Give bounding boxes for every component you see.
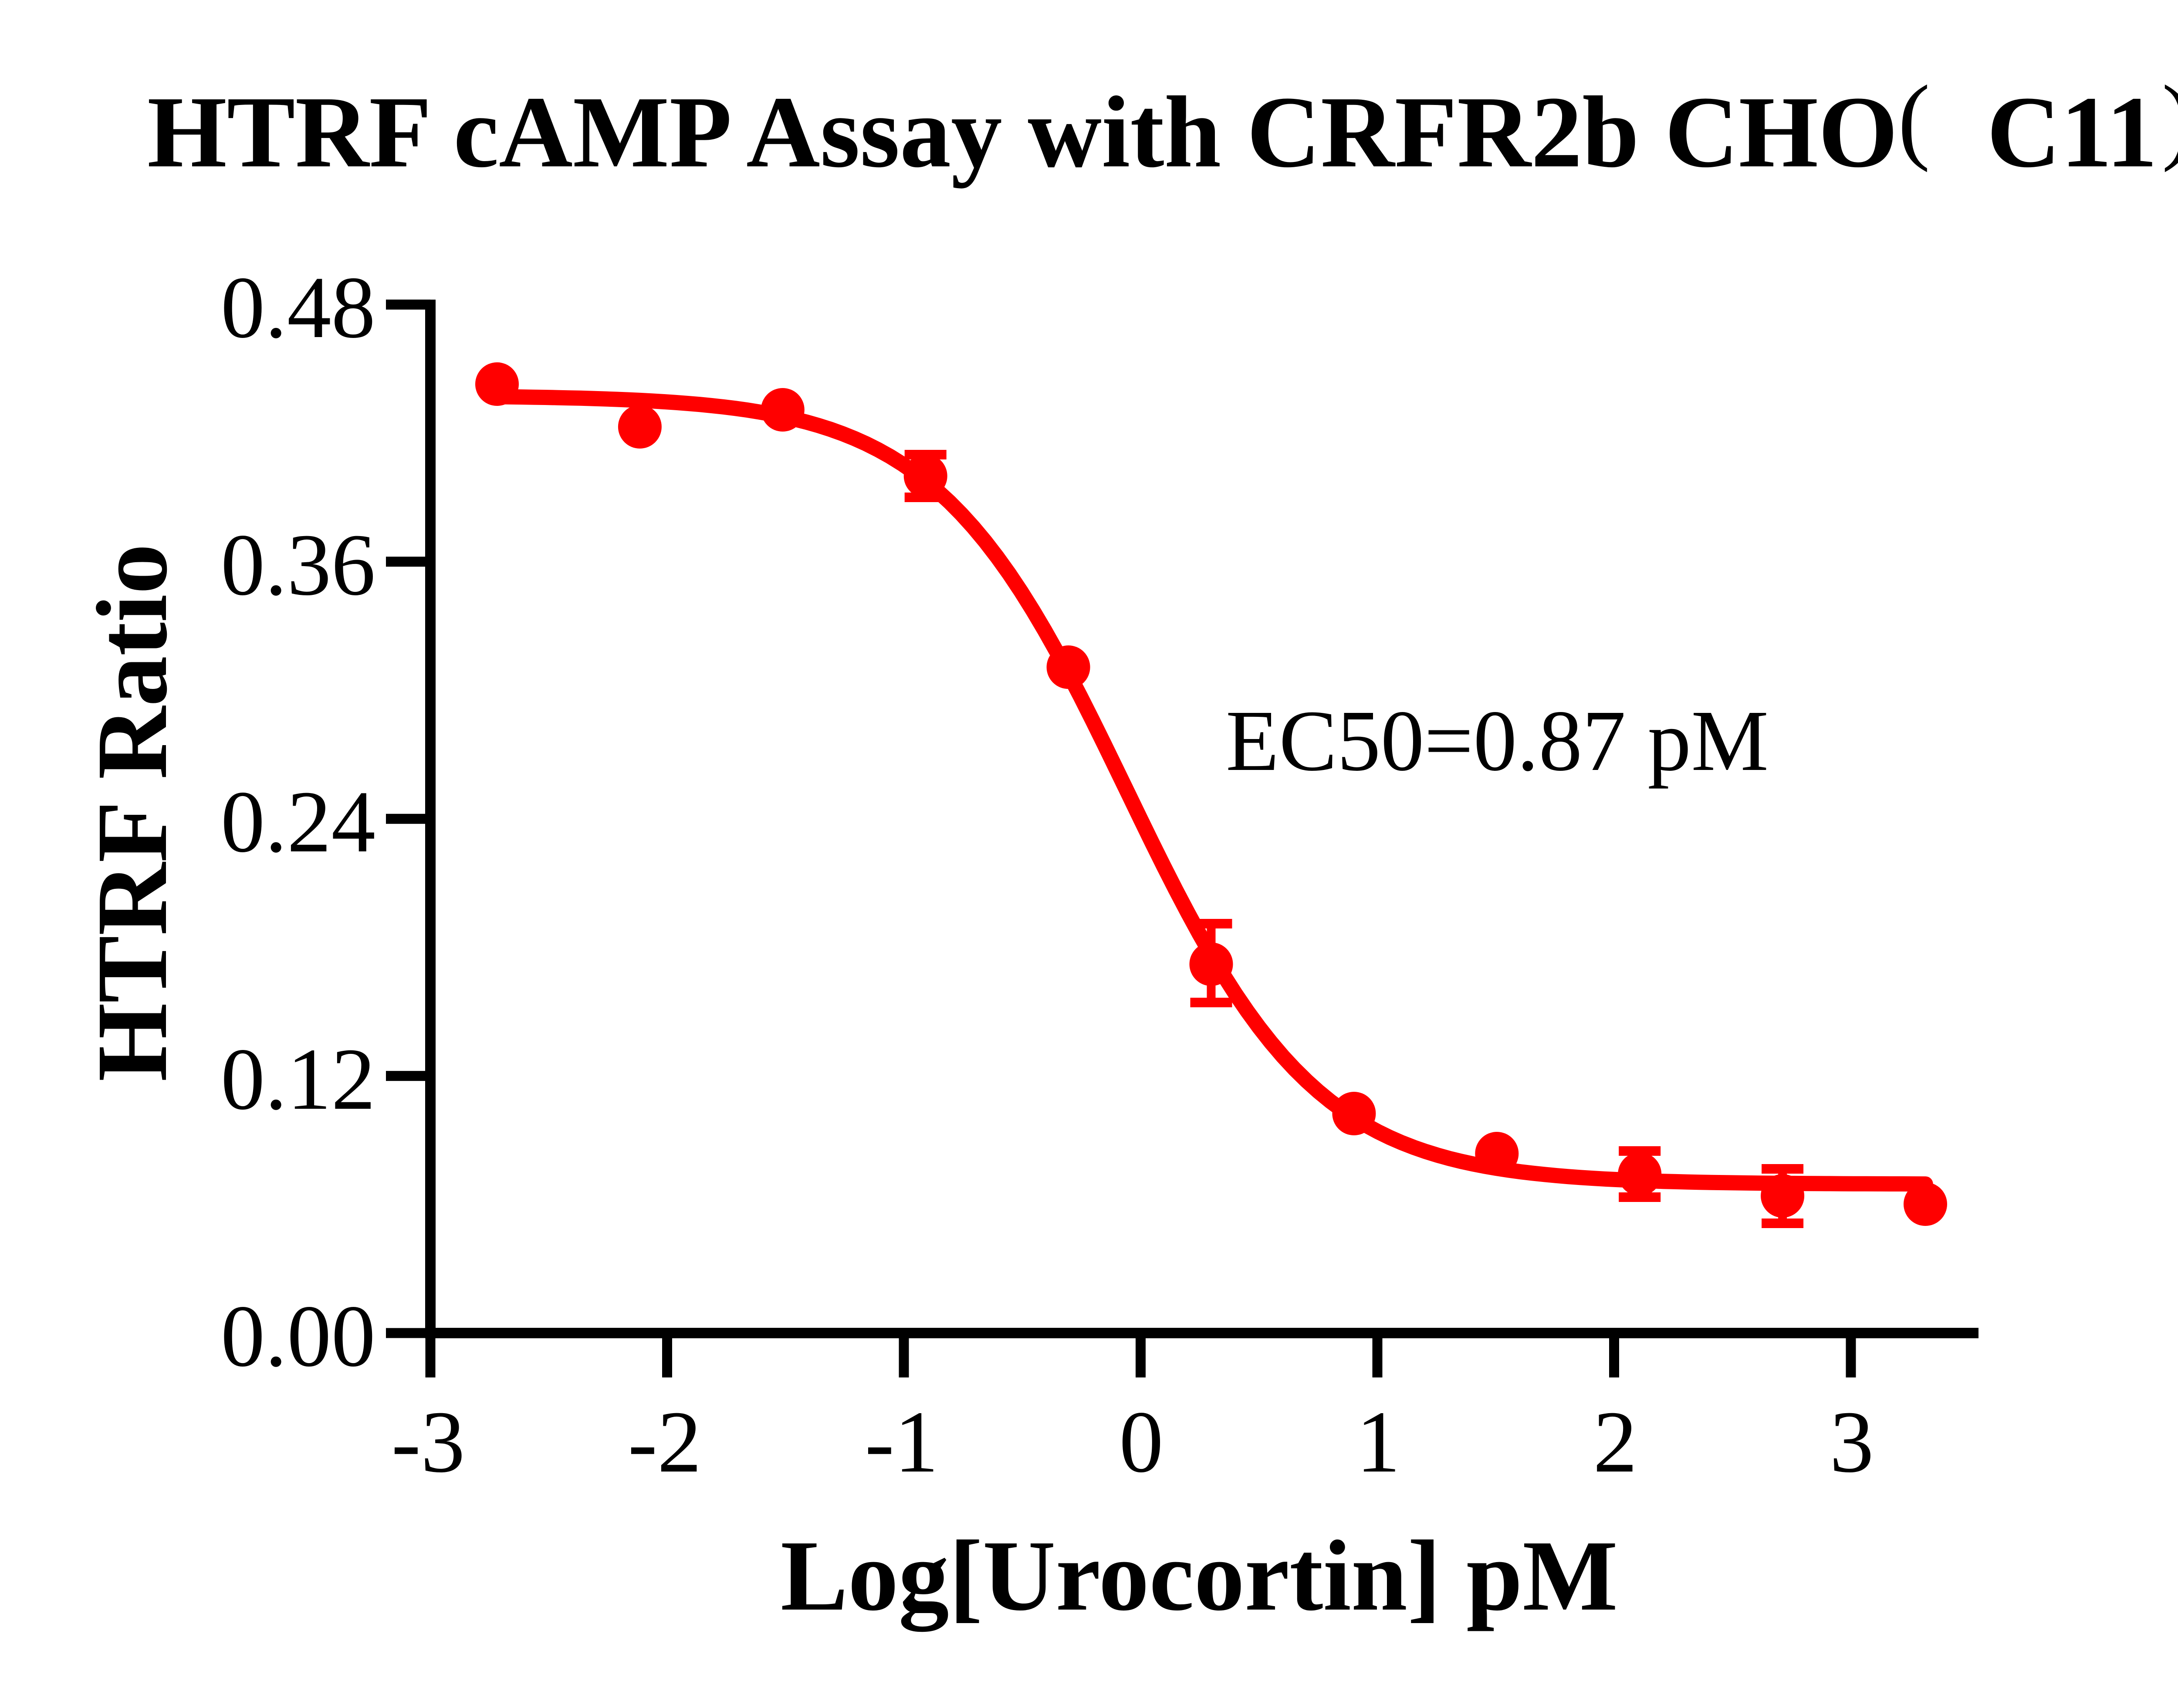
svg-text:HTRF cAMP Assay with CRFR2b CH: HTRF cAMP Assay with CRFR2b CHO(C11) (147, 66, 2178, 189)
svg-text:0.24: 0.24 (221, 773, 375, 871)
svg-text:0.12: 0.12 (221, 1030, 375, 1128)
svg-text:-1: -1 (865, 1393, 938, 1491)
svg-text:0.36: 0.36 (221, 516, 375, 614)
svg-text:-2: -2 (628, 1393, 701, 1491)
svg-text:-3: -3 (391, 1393, 465, 1491)
svg-text:0.00: 0.00 (221, 1287, 375, 1385)
svg-text:1: 1 (1356, 1393, 1400, 1491)
svg-text:Log[Urocortin] pM: Log[Urocortin] pM (781, 1520, 1618, 1632)
svg-text:3: 3 (1830, 1393, 1874, 1491)
svg-text:2: 2 (1593, 1393, 1637, 1491)
svg-text:0.48: 0.48 (221, 258, 375, 356)
svg-text:EC50=0.87 pM: EC50=0.87 pM (1226, 693, 1769, 789)
svg-text:HTRF Ratio: HTRF Ratio (76, 543, 188, 1081)
svg-text:0: 0 (1119, 1393, 1163, 1491)
